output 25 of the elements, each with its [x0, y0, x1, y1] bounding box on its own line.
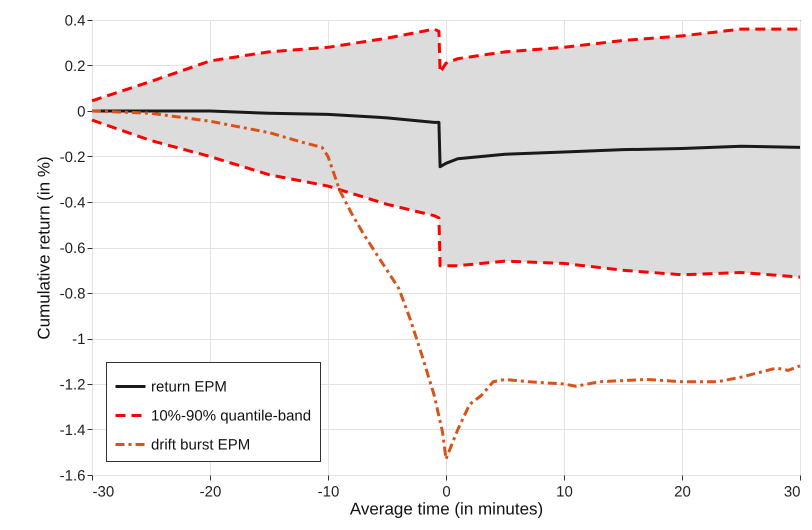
x-tick-label: 10	[556, 484, 573, 500]
x-tick-label: 30	[784, 484, 800, 500]
y-tick-label: 0.4	[64, 12, 86, 30]
x-tick-label: -20	[200, 484, 222, 500]
x-tick-label: 0	[442, 484, 451, 500]
y-tick-label: -0.6	[60, 240, 86, 257]
y-axis-title: Cumulative return (in %)	[34, 156, 54, 340]
x-tick-label: -10	[318, 484, 340, 500]
y-tick-label: 0	[77, 104, 86, 120]
legend-label: drift burst EPM	[151, 436, 250, 454]
y-tick-label: -1.6	[60, 468, 86, 484]
y-tick-label: -0.4	[60, 194, 86, 212]
y-tick-label: -1	[72, 331, 86, 348]
y-tick-label: -0.2	[60, 149, 86, 166]
y-tick-label: -1.2	[60, 376, 86, 394]
x-tick-label: -30	[92, 484, 114, 500]
line-series	[90, 118, 802, 279]
y-tick-label: -1.4	[60, 422, 86, 439]
legend-label: 10%-90% quantile-band	[151, 408, 312, 424]
line-series	[90, 110, 802, 461]
legend-label: return EPM	[151, 378, 227, 396]
y-tick-label: -0.8	[60, 286, 86, 302]
x-axis-title: Average time (in minutes)	[350, 500, 544, 518]
x-tick-label: 20	[674, 484, 691, 500]
y-tick-label: 0.2	[64, 58, 86, 75]
